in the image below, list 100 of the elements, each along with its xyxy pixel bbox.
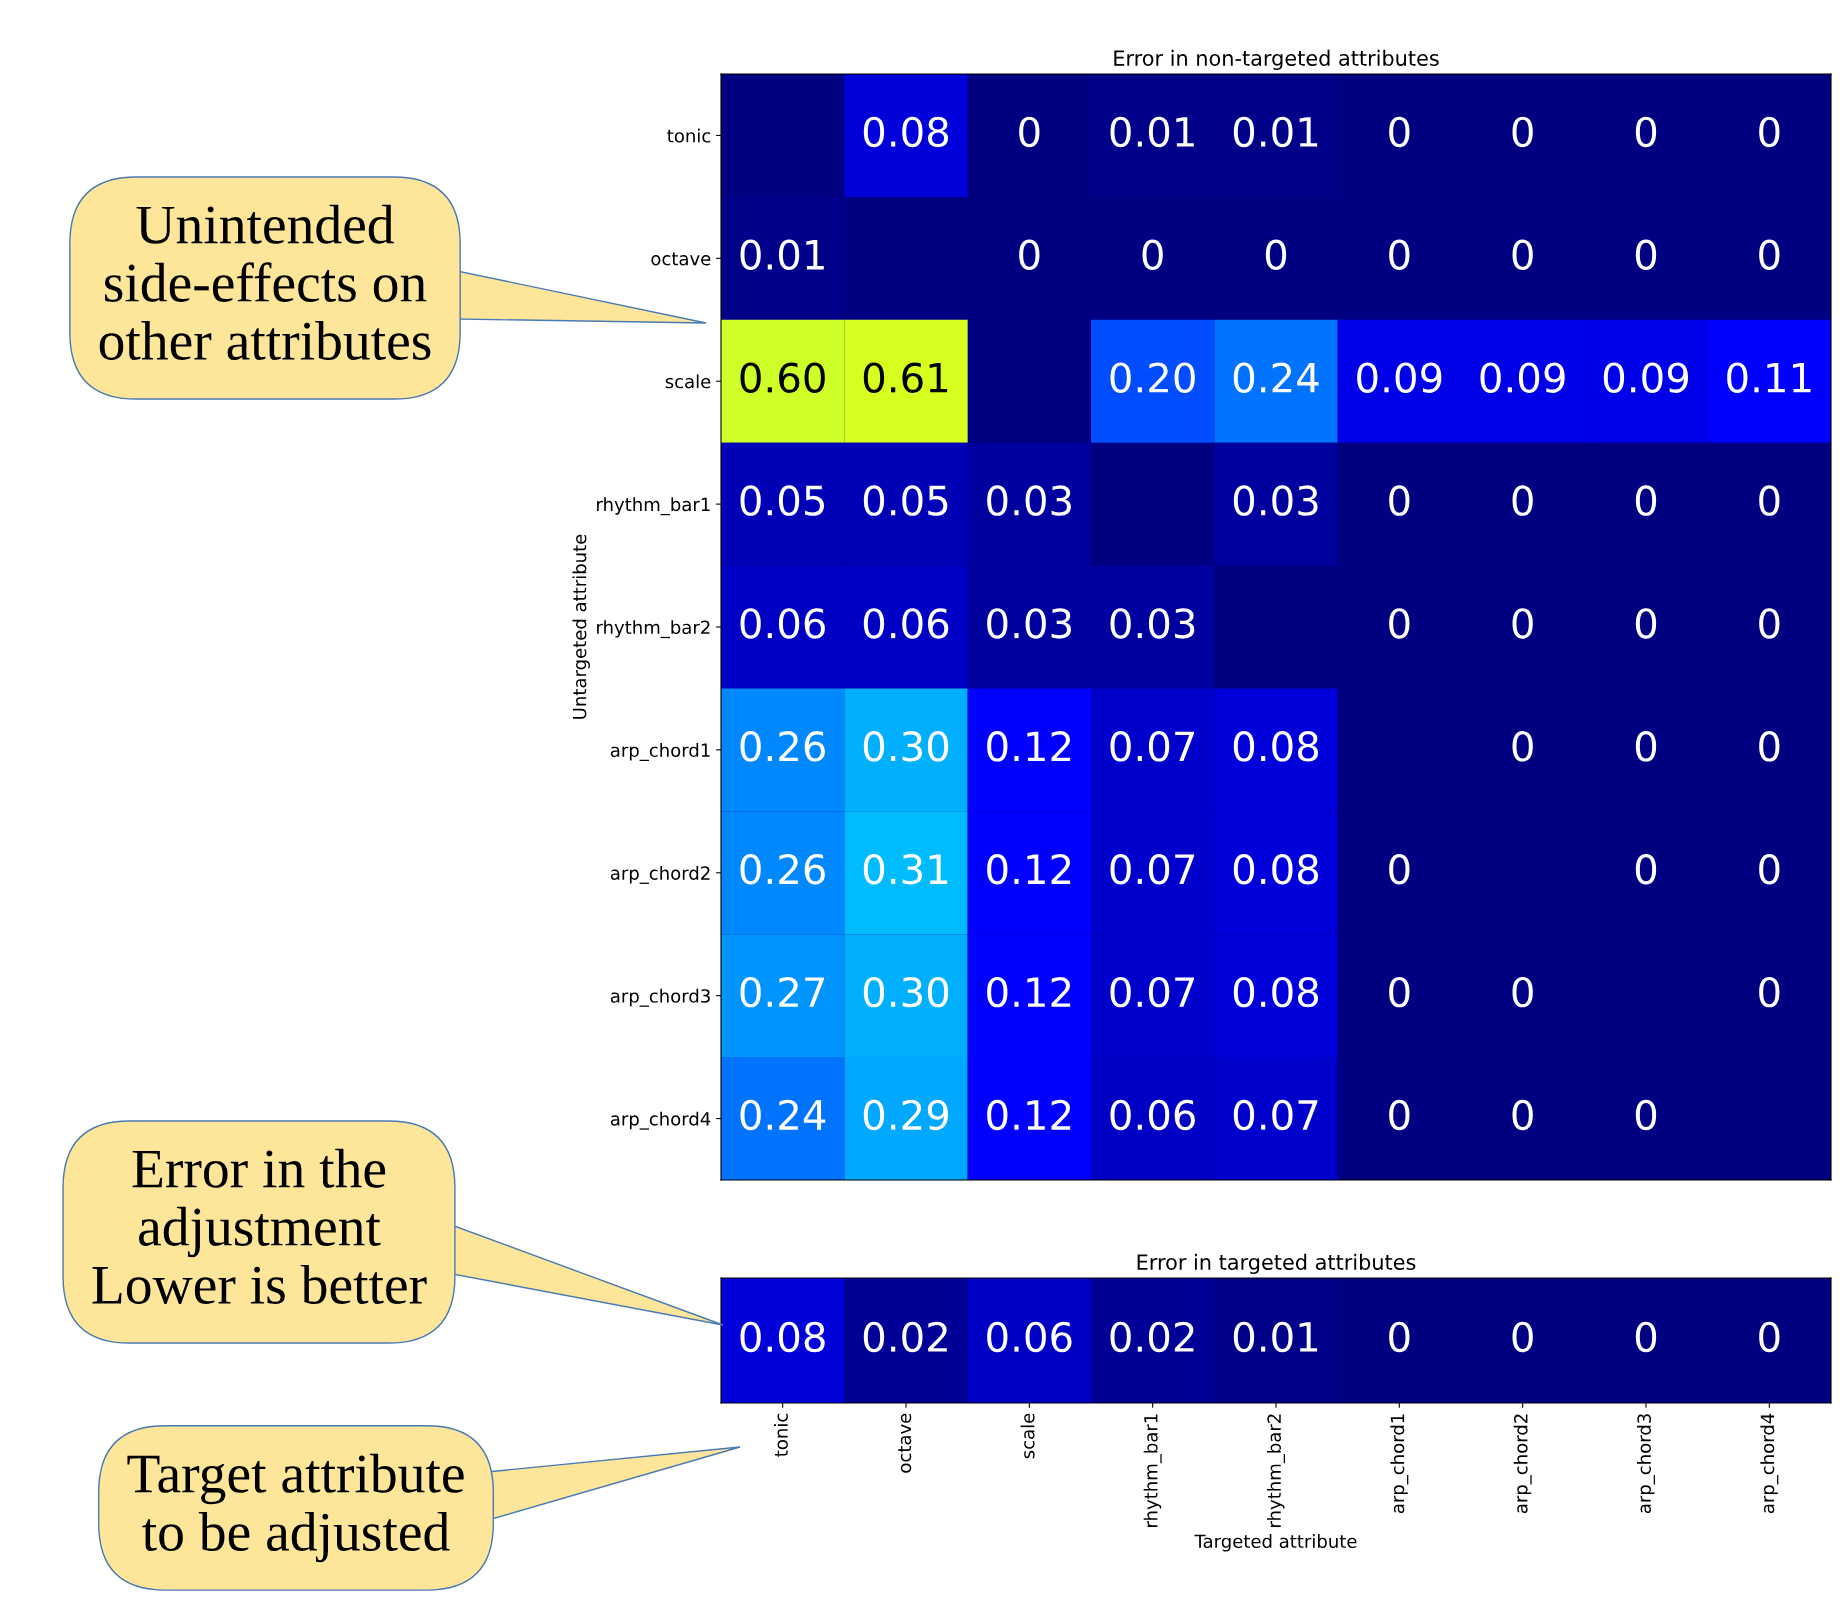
data-label: 0 [1265,239,1287,271]
data-label: 0.24 [740,1099,826,1131]
data-label: 0.30 [863,731,949,762]
data-label: 0.01 [740,239,824,271]
data-label: 0.06 [1110,1099,1195,1131]
y-tick-label: arp_chord1 [610,743,710,762]
data-label: 0.06 [863,608,949,639]
data-label: 0.06 [740,608,825,639]
x-tick-label: octave [898,1413,912,1473]
data-label: 0 [1389,976,1410,1008]
data-label: 0.12 [987,976,1071,1008]
x-tick-label: arp_chord4 [1760,1413,1779,1514]
data-label: 0 [1512,485,1533,516]
y-tick-label: rhythm_bar2 [597,620,710,639]
data-label: 0 [1019,116,1040,148]
data-label: 0.26 [740,731,825,762]
data-label: 0 [1389,116,1410,148]
data-label: 0 [1389,485,1410,516]
data-label: 0 [1389,854,1410,885]
data-label: 0.08 [740,1321,825,1353]
y-tick-label: arp_chord2 [610,865,710,884]
data-label: 0 [1635,1099,1657,1131]
data-label: 0 [1635,731,1657,762]
data-label: 0 [1512,1099,1533,1131]
data-label: 0.07 [1110,731,1195,762]
data-label: 0 [1759,854,1780,885]
data-label: 0.24 [1233,362,1319,393]
data-label: 0.06 [987,1321,1072,1353]
data-label: 0 [1142,239,1163,271]
x-tick-label: rhythm_bar1 [1143,1414,1162,1527]
data-label: 0.09 [1357,362,1442,393]
data-label: 0 [1389,608,1410,639]
y-tick-label: arp_chord3 [610,988,710,1007]
data-label: 0 [1759,239,1780,271]
data-label: 0.03 [987,608,1071,639]
data-label: 0 [1389,1321,1410,1353]
data-label: 0 [1512,239,1533,271]
data-label: 0.29 [863,1099,949,1131]
text: Unintended side-effects on other attributes [99,204,431,360]
data-label: 0 [1635,485,1657,516]
chart-title: Error in targeted attributes [1137,1253,1416,1274]
x-tick-label: arp_chord1 [1390,1414,1409,1514]
data-label: 0.26 [740,854,825,885]
data-label: 0.08 [1233,731,1319,762]
data-label: 0.02 [863,1321,947,1353]
x-tick-label: arp_chord3 [1637,1414,1655,1514]
data-label: 0 [1635,116,1657,148]
data-label: 0.07 [1110,854,1195,885]
data-label: 0.03 [1233,485,1318,516]
x-tick-label: tonic [773,1413,788,1457]
x-tick-label: rhythm_bar2 [1267,1414,1285,1527]
data-label: 0 [1759,731,1780,762]
data-label: 0 [1635,1321,1657,1353]
y-tick-label: tonic [667,128,711,143]
y-tick-label: arp_chord4 [610,1111,711,1130]
data-label: 0 [1389,239,1410,271]
data-label: 0 [1389,1099,1410,1131]
data-label: 0.09 [1480,362,1565,393]
data-label: 0.07 [1110,976,1195,1008]
data-label: 0 [1512,1321,1533,1353]
data-label: 0.31 [863,854,948,885]
y-tick-label: rhythm_bar1 [597,497,710,516]
data-label: 0.01 [1110,116,1194,148]
data-label: 0 [1019,239,1040,271]
chart-title: Error in non-targeted attributes [1114,49,1439,70]
data-label: 0.05 [863,485,948,516]
data-label: 0.20 [1110,362,1195,393]
data-label: 0.61 [863,362,948,393]
data-label: 0.08 [1233,976,1319,1008]
data-label: 0.01 [1233,116,1318,148]
data-label: 0 [1635,608,1657,639]
data-label: 0 [1759,485,1780,516]
data-label: 0.12 [987,1099,1071,1131]
data-label: 0.08 [863,116,949,148]
x-tick-label: scale [1020,1413,1035,1459]
data-label: 0 [1759,1321,1780,1353]
data-label: 0.08 [1233,854,1319,885]
data-label: 0 [1759,116,1780,148]
x-axis-title: Targeted attribute [1194,1534,1357,1552]
data-label: 0.30 [863,976,949,1008]
data-label: 0.03 [987,485,1071,516]
data-label: 0 [1635,854,1657,885]
text: Target attribute to be adjusted [127,1453,464,1563]
data-label: 0.27 [740,976,825,1008]
data-label: 0 [1759,976,1780,1008]
data-label: 0.05 [740,485,824,516]
y-axis-title: Untargeted attribute [572,534,590,719]
x-tick-label: arp_chord2 [1513,1414,1532,1514]
data-label: 0.60 [740,362,825,393]
data-label: 0 [1512,976,1533,1008]
data-label: 0 [1512,731,1533,762]
data-label: 0.07 [1233,1099,1318,1131]
data-label: 0.12 [987,731,1071,762]
data-label: 0.01 [1233,1321,1318,1353]
data-label: 0 [1512,608,1533,639]
text: Error in the adjustment Lower is better [92,1148,427,1304]
data-label: 0.03 [1110,608,1195,639]
data-label: 0 [1512,116,1533,148]
data-label: 0.12 [987,854,1071,885]
data-label: 0.09 [1603,362,1689,393]
